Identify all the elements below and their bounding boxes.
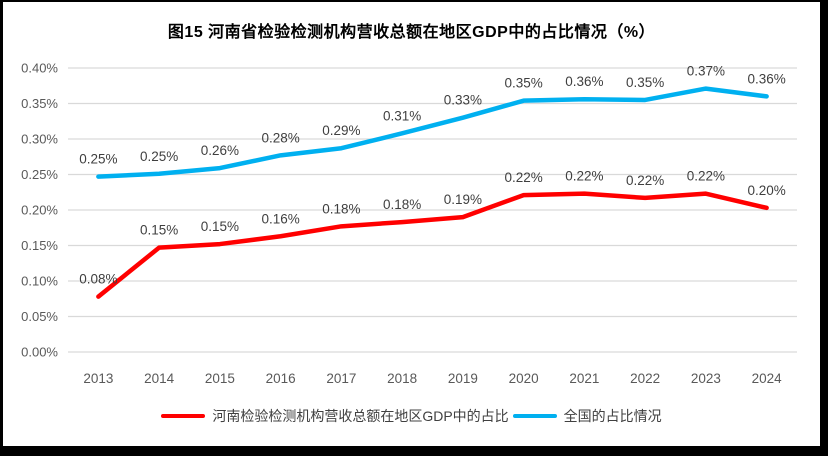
data-label-national: 0.29% <box>322 123 360 138</box>
y-tick-label: 0.15% <box>21 238 58 253</box>
legend-swatch-national-line <box>512 413 557 419</box>
line-chart: 0.00% 0.05% 0.10% 0.15% 0.20% 0.25% 0.30% 0.35%… <box>21 61 797 386</box>
data-label-henan: 0.19% <box>444 192 482 207</box>
series-line-national <box>96 86 769 179</box>
y-tick-label: 0.35% <box>21 96 58 111</box>
data-label-henan: 0.18% <box>383 197 421 212</box>
data-label-national: 0.33% <box>444 93 482 108</box>
x-tick-label: 2016 <box>266 371 296 386</box>
x-tick-label: 2014 <box>144 371 175 386</box>
x-tick-label: 2015 <box>205 371 235 386</box>
y-tick-label: 0.40% <box>21 61 58 76</box>
legend-label-henan: 河南检验检测机构营收总额在地区GDP中的占比 <box>212 408 509 424</box>
data-label-henan: 0.22% <box>504 170 542 185</box>
y-tick-label: 0.20% <box>21 203 58 218</box>
y-tick-label: 0.30% <box>21 132 58 147</box>
legend-item-henan: 河南检验检测机构营收总额在地区GDP中的占比 <box>161 406 509 426</box>
x-tick-label: 2017 <box>326 371 356 386</box>
x-tick-label: 2022 <box>630 371 660 386</box>
data-label-national: 0.26% <box>201 143 239 158</box>
legend-item-national: 全国的占比情况 <box>512 406 662 426</box>
chart-title: 图15 河南省检验检测机构营收总额在地区GDP中的占比情况（%） <box>167 24 656 41</box>
x-tick-label: 2021 <box>569 371 599 386</box>
data-label-national: 0.36% <box>747 71 785 86</box>
data-label-national: 0.25% <box>79 152 117 167</box>
data-label-henan: 0.16% <box>261 211 299 226</box>
data-label-henan: 0.22% <box>687 169 725 184</box>
x-tick-label: 2020 <box>509 371 539 386</box>
y-tick-label: 0.00% <box>21 345 58 360</box>
y-tick-label: 0.25% <box>21 167 58 182</box>
series-line-henan <box>96 191 769 299</box>
data-label-national: 0.37% <box>687 64 725 79</box>
data-label-national: 0.35% <box>504 76 542 91</box>
x-tick-label: 2019 <box>448 371 478 386</box>
y-tick-label: 0.10% <box>21 274 58 289</box>
data-label-henan: 0.18% <box>322 201 360 216</box>
data-label-henan: 0.15% <box>201 219 239 234</box>
data-label-national: 0.25% <box>140 149 178 164</box>
data-label-henan: 0.08% <box>79 272 117 287</box>
data-label-national: 0.31% <box>383 108 421 123</box>
x-tick-label: 2018 <box>387 371 417 386</box>
data-label-national: 0.28% <box>261 130 299 145</box>
y-tick-label: 0.05% <box>21 309 58 324</box>
x-tick-label: 2023 <box>691 371 721 386</box>
data-label-national: 0.35% <box>626 75 664 90</box>
data-label-henan: 0.20% <box>747 183 785 198</box>
legend-label-national: 全国的占比情况 <box>563 408 662 424</box>
data-label-henan: 0.22% <box>565 169 603 184</box>
data-label-henan: 0.22% <box>626 173 664 188</box>
x-tick-label: 2013 <box>83 371 113 386</box>
data-label-national: 0.36% <box>565 74 603 89</box>
legend-swatch-henan-line <box>161 413 206 419</box>
x-tick-label: 2024 <box>752 371 783 386</box>
legend: 河南检验检测机构营收总额在地区GDP中的占比 全国的占比情况 <box>3 406 820 426</box>
data-label-henan: 0.15% <box>140 223 178 238</box>
